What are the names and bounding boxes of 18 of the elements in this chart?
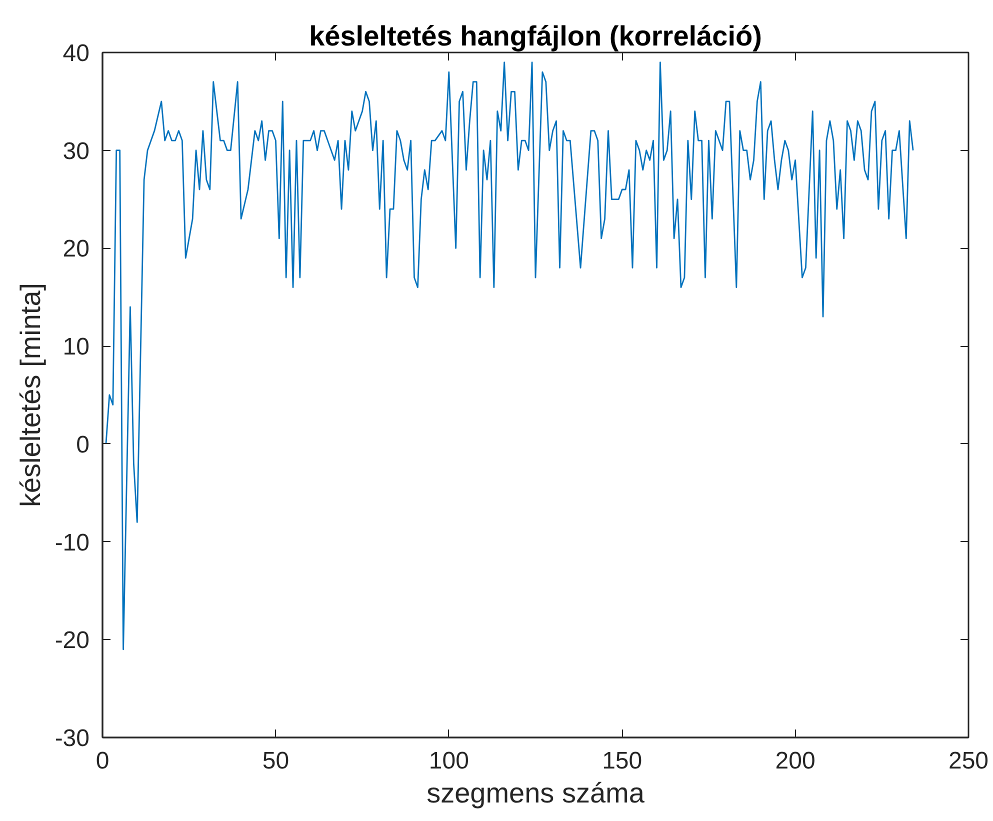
- x-tick-label: 50: [262, 748, 290, 774]
- y-tick-label: 40: [62, 40, 90, 67]
- x-tick-label: 200: [775, 748, 816, 774]
- y-tick-label: -10: [54, 529, 90, 556]
- chart-title: késleltetés hangfájlon (korreláció): [309, 20, 762, 52]
- line-series: [105, 62, 914, 650]
- y-tick-label: -30: [54, 725, 90, 752]
- x-tick-label: 250: [948, 748, 989, 774]
- y-tick-label: 10: [62, 334, 90, 361]
- y-tick-label: 0: [76, 431, 90, 458]
- x-axis-title: szegmens száma: [426, 778, 645, 808]
- y-axis-title: késleltetés [minta]: [14, 282, 46, 508]
- x-tick-label: 0: [96, 748, 110, 774]
- x-tick-label: 150: [602, 748, 642, 774]
- x-tick-label: 100: [428, 748, 469, 774]
- y-tick-label: 20: [62, 236, 90, 263]
- y-tick-label: 30: [62, 138, 90, 165]
- y-tick-label: -20: [54, 627, 90, 654]
